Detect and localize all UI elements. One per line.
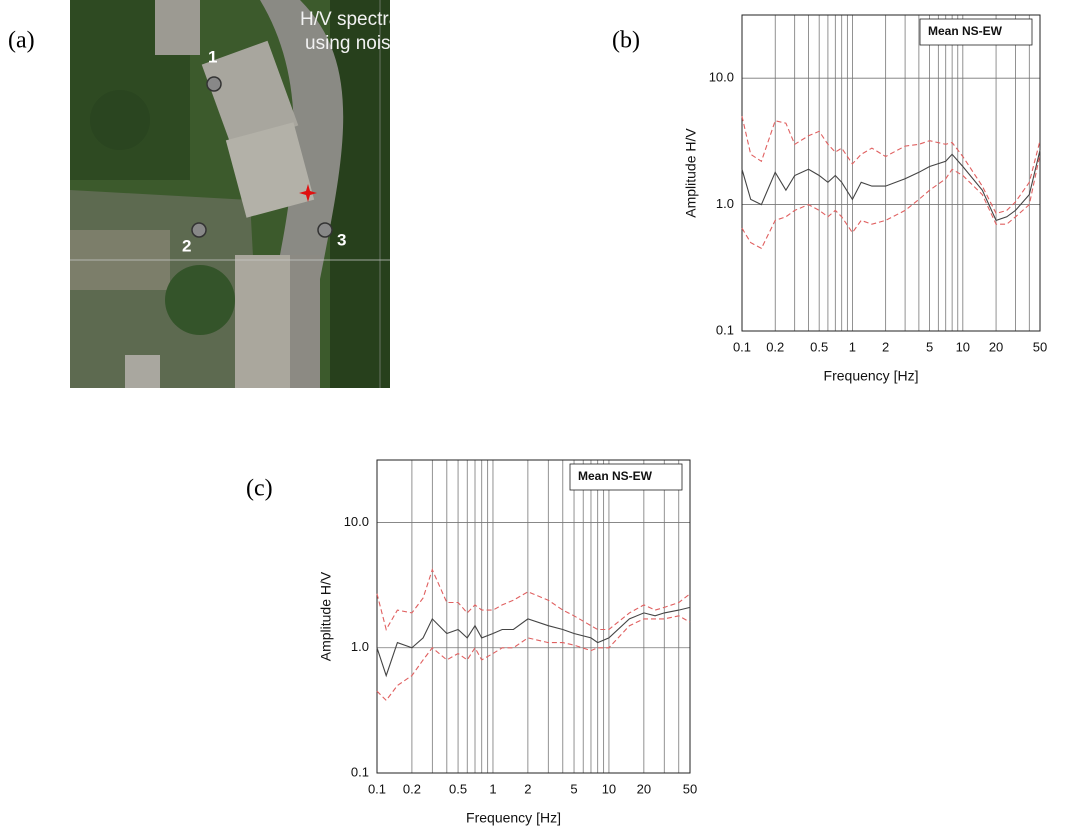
x-tick-label: 50 — [1033, 339, 1047, 354]
series-line — [741, 154, 1041, 250]
legend-box — [919, 18, 1033, 46]
plot-frame — [741, 14, 1041, 332]
x-axis-label: Frequency [Hz] — [466, 810, 561, 826]
x-tick-label: 0.2 — [766, 339, 784, 354]
y-axis-label: Amplitude H/V — [318, 571, 334, 661]
x-tick-label: 0.5 — [449, 781, 467, 796]
panel-label: (c) — [246, 476, 273, 502]
panel-label: (a) — [8, 28, 35, 54]
x-tick-label: 0.5 — [810, 339, 828, 354]
y-tick-label: 1.0 — [351, 639, 369, 654]
x-tick-label: 0.2 — [403, 781, 421, 796]
x-tick-label: 10 — [956, 339, 970, 354]
photo-annotation: H/V spectral ratio — [300, 9, 446, 30]
aerial-photo: H/V spectral ratio using noise 1 2 3 — [70, 0, 446, 388]
x-tick-label: 20 — [989, 339, 1003, 354]
x-tick-label: 5 — [570, 781, 577, 796]
x-tick-label: 20 — [637, 781, 651, 796]
x-tick-label: 0.1 — [368, 781, 386, 796]
series-line — [741, 116, 1041, 215]
series-line — [376, 615, 691, 702]
y-tick-label: 0.1 — [351, 764, 369, 779]
point-label: 3 — [337, 230, 346, 249]
x-tick-label: 1 — [849, 339, 856, 354]
legend-text: Mean NS-EW — [578, 469, 653, 483]
y-tick-label: 10.0 — [709, 70, 734, 85]
x-tick-label: 2 — [882, 339, 889, 354]
x-tick-label: 0.1 — [733, 339, 751, 354]
series-line — [376, 606, 691, 678]
x-tick-label: 1 — [489, 781, 496, 796]
legend-text: Mean NS-EW — [928, 24, 1003, 38]
y-tick-label: 0.1 — [716, 322, 734, 337]
x-tick-label: 50 — [683, 781, 697, 796]
y-axis-label: Amplitude H/V — [683, 128, 699, 218]
x-axis-label: Frequency [Hz] — [824, 368, 919, 384]
panel-label: (b) — [612, 28, 640, 54]
point-label: 2 — [182, 236, 191, 255]
point-label: 1 — [208, 47, 217, 66]
x-tick-label: 5 — [926, 339, 933, 354]
x-tick-label: 2 — [524, 781, 531, 796]
photo-annotation: using noise — [305, 33, 401, 54]
y-tick-label: 10.0 — [344, 514, 369, 529]
plot-frame — [376, 459, 691, 774]
series-line — [741, 149, 1041, 222]
y-tick-label: 1.0 — [716, 196, 734, 211]
x-tick-label: 10 — [602, 781, 616, 796]
legend-box — [569, 463, 683, 491]
